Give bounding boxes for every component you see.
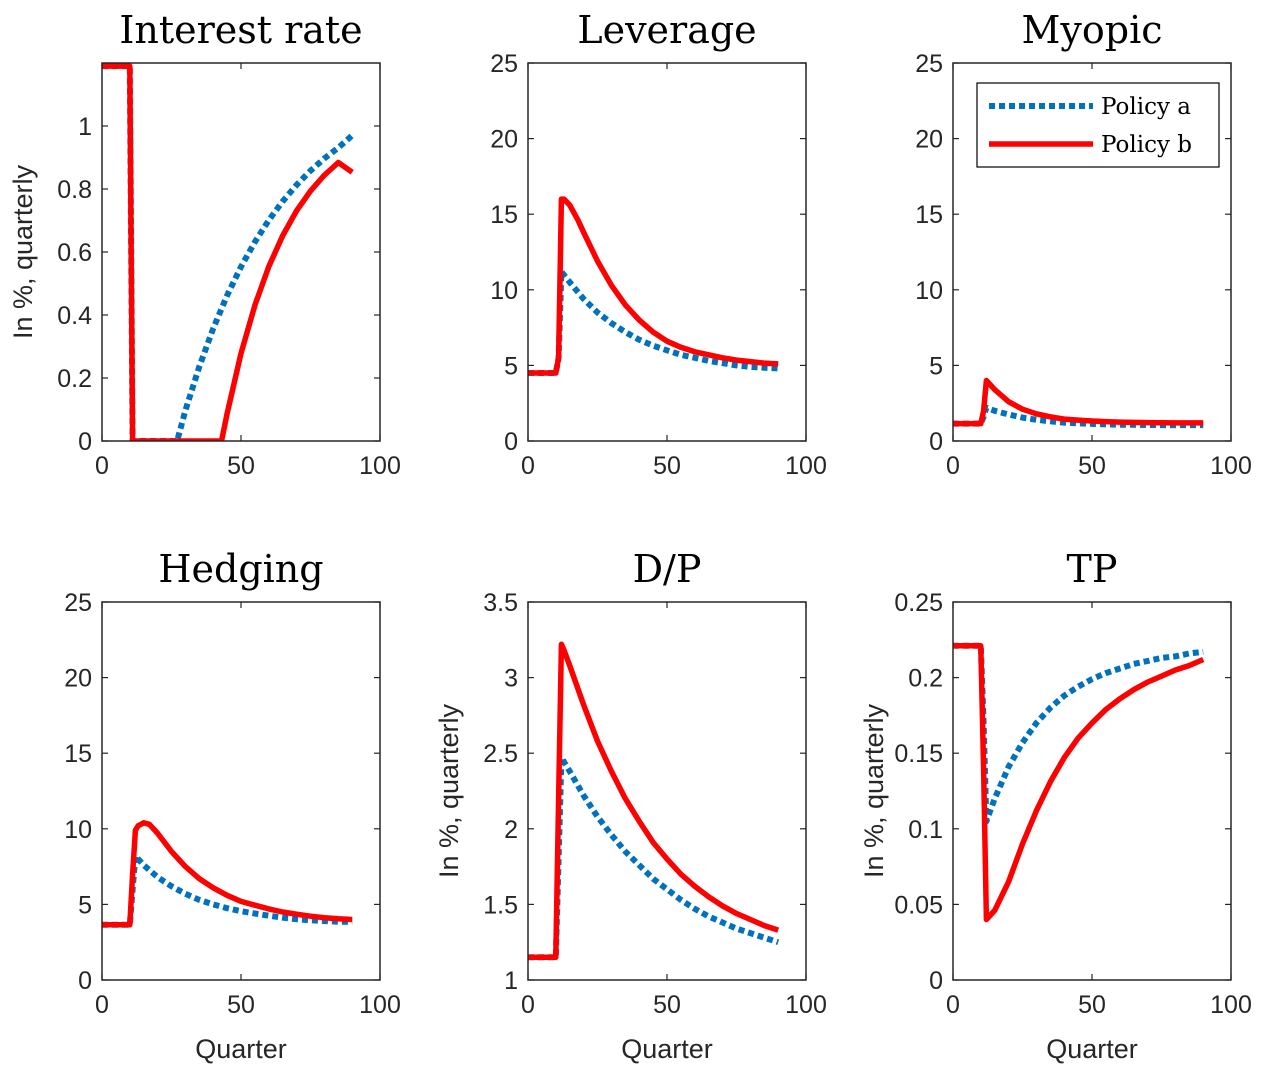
x-tick-label: 0 bbox=[521, 991, 535, 1019]
panel-4: 0 50 100 0 5 10 15 20 25 Hedging Quarter bbox=[64, 547, 401, 1064]
y-tick-label: 1.5 bbox=[483, 891, 518, 919]
panel-title: TP bbox=[1067, 547, 1118, 591]
x-tick-label: 0 bbox=[95, 991, 109, 1019]
x-axis-label: Quarter bbox=[621, 1034, 713, 1064]
panel-6: 0 50 100 0 0.05 0.1 0.15 0.2 0.25 TP Quarter In %, … bbox=[859, 547, 1252, 1064]
x-tick-label: 0 bbox=[521, 452, 535, 480]
panel-title: Interest rate bbox=[119, 8, 362, 52]
y-tick-label: 5 bbox=[929, 352, 943, 380]
y-tick-label: 1 bbox=[504, 967, 518, 995]
y-tick-label: 5 bbox=[504, 352, 518, 380]
legend-label-policy-b: Policy b bbox=[1101, 132, 1192, 158]
x-tick-label: 100 bbox=[359, 452, 401, 480]
y-tick-label: 20 bbox=[64, 665, 92, 693]
y-tick-label: 0.2 bbox=[908, 665, 943, 693]
y-tick-label: 0.1 bbox=[908, 816, 943, 844]
x-axis-label: Quarter bbox=[195, 1034, 287, 1064]
x-tick-label: 0 bbox=[946, 991, 960, 1019]
y-tick-label: 0.4 bbox=[57, 302, 92, 330]
y-tick-label: 25 bbox=[64, 589, 92, 617]
series-policy-b-line bbox=[953, 377, 1204, 427]
y-tick-label: 10 bbox=[64, 816, 92, 844]
x-tick-label: 100 bbox=[1210, 452, 1252, 480]
x-tick-label: 50 bbox=[227, 991, 255, 1019]
series-policy-b-line bbox=[102, 63, 354, 441]
x-tick-label: 50 bbox=[227, 452, 255, 480]
y-tick-label: 0 bbox=[929, 428, 943, 456]
y-tick-label: 0.25 bbox=[894, 589, 943, 617]
series-policy-a-line bbox=[953, 642, 1204, 825]
x-tick-label: 100 bbox=[1210, 991, 1252, 1019]
panel-5: 0 50 100 1 1.5 2 2.5 3 3.5 D/P Quarter In %, quarte… bbox=[434, 547, 827, 1064]
y-tick-label: 1 bbox=[78, 113, 92, 141]
series-policy-a-line bbox=[102, 853, 353, 928]
y-axis-label: In %, quarterly bbox=[859, 703, 889, 878]
panel-title: Myopic bbox=[1021, 8, 1162, 52]
y-tick-label: 2.5 bbox=[483, 740, 518, 768]
y-tick-label: 25 bbox=[490, 50, 518, 78]
series-policy-a-line bbox=[528, 754, 780, 961]
axes-box bbox=[952, 601, 1232, 981]
y-tick-label: 15 bbox=[915, 201, 943, 229]
x-tick-label: 0 bbox=[95, 452, 109, 480]
series-policy-b-line bbox=[102, 820, 353, 928]
x-tick-label: 100 bbox=[785, 991, 827, 1019]
y-tick-label: 3.5 bbox=[483, 589, 518, 617]
legend-box bbox=[976, 82, 1220, 168]
y-tick-label: 10 bbox=[490, 277, 518, 305]
y-tick-label: 20 bbox=[915, 126, 943, 154]
x-tick-label: 100 bbox=[785, 452, 827, 480]
series-policy-a-line bbox=[102, 63, 355, 441]
y-tick-label: 0.05 bbox=[894, 891, 943, 919]
y-tick-label: 0.2 bbox=[57, 365, 92, 393]
y-tick-label: 25 bbox=[915, 50, 943, 78]
axes-box bbox=[527, 62, 807, 442]
y-tick-label: 0.15 bbox=[894, 740, 943, 768]
panel-title: D/P bbox=[633, 547, 702, 591]
y-tick-label: 15 bbox=[64, 740, 92, 768]
x-tick-label: 50 bbox=[653, 991, 681, 1019]
panel-2: 0 50 100 0 5 10 15 20 25 Leverage bbox=[490, 8, 827, 480]
x-axis-label: Quarter bbox=[1046, 1034, 1138, 1064]
series-policy-b-line bbox=[953, 643, 1205, 923]
y-tick-label: 0.6 bbox=[57, 239, 92, 267]
y-tick-label: 0.8 bbox=[57, 176, 92, 204]
x-tick-label: 100 bbox=[359, 991, 401, 1019]
y-axis-label: In %, quarterly bbox=[434, 703, 464, 878]
y-tick-label: 20 bbox=[490, 126, 518, 154]
y-tick-label: 0 bbox=[78, 428, 92, 456]
y-tick-label: 3 bbox=[504, 665, 518, 693]
x-tick-label: 50 bbox=[1078, 452, 1106, 480]
y-tick-label: 0 bbox=[504, 428, 518, 456]
series-policy-a-line bbox=[953, 404, 1204, 429]
y-tick-label: 0 bbox=[78, 967, 92, 995]
legend: Policy a Policy b bbox=[976, 82, 1220, 168]
y-tick-label: 10 bbox=[915, 277, 943, 305]
x-tick-label: 50 bbox=[1078, 991, 1106, 1019]
axes-box bbox=[101, 62, 381, 442]
y-axis-label: In %, quarterly bbox=[8, 164, 38, 339]
y-tick-label: 0 bbox=[929, 967, 943, 995]
legend-label-policy-a: Policy a bbox=[1101, 94, 1191, 120]
y-tick-label: 2 bbox=[504, 816, 518, 844]
panel-3: 0 50 100 0 5 10 15 20 25 Myopic bbox=[915, 8, 1252, 480]
axes-box bbox=[101, 601, 381, 981]
panel-title: Hedging bbox=[158, 547, 323, 591]
x-tick-label: 0 bbox=[946, 452, 960, 480]
panel-title: Leverage bbox=[577, 8, 756, 52]
series-policy-b-line bbox=[528, 641, 780, 961]
x-tick-label: 50 bbox=[653, 452, 681, 480]
y-tick-label: 15 bbox=[490, 201, 518, 229]
y-tick-label: 5 bbox=[78, 891, 92, 919]
panel-1: 0 50 100 0 0.2 0.4 0.6 0.8 1 Interest rate In %, q… bbox=[8, 8, 401, 480]
series-policy-b-line bbox=[528, 196, 779, 376]
